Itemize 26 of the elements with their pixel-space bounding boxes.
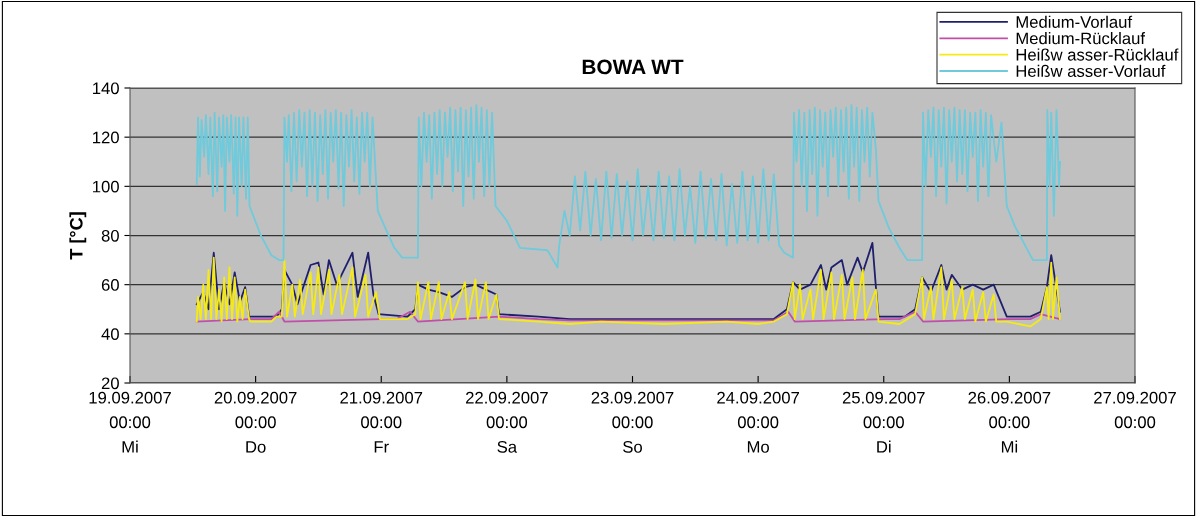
y-tick-label: 20 bbox=[101, 377, 119, 390]
chart-title: BOWA WT bbox=[582, 59, 684, 75]
x-tick-label: 25.09.2007 00:00 Di bbox=[842, 391, 925, 453]
legend-label: Heißw asser-Rücklauf bbox=[1016, 48, 1179, 61]
line-series bbox=[195, 256, 1061, 328]
y-tick-label: 60 bbox=[101, 279, 119, 291]
x-tick-label: 22.09.2007 00:00 Sa bbox=[466, 391, 548, 453]
x-tick-label: 23.09.2007 00:00 So bbox=[591, 391, 674, 453]
legend-label: Heißw asser-Vorlauf bbox=[1016, 64, 1166, 78]
y-tick-label: 100 bbox=[93, 180, 119, 193]
x-tick-label: 24.09.2007 00:00 Mo bbox=[717, 391, 799, 453]
x-tick-label: 19.09.2007 00:00 Mi bbox=[89, 391, 171, 453]
legend-label: Medium-Vorlauf bbox=[1016, 15, 1133, 28]
x-tick-label: 27.09.2007 00:00 bbox=[1094, 391, 1176, 429]
y-tick-label: 140 bbox=[93, 82, 119, 95]
y-tick-label: 80 bbox=[101, 229, 119, 242]
line-series bbox=[195, 310, 1061, 323]
y-tick-label: 40 bbox=[101, 328, 119, 341]
line-series bbox=[195, 104, 1061, 269]
line-series bbox=[195, 241, 1061, 320]
x-tick-label: 20.09.2007 00:00 Do bbox=[214, 391, 297, 453]
legend-label: Medium-Rücklauf bbox=[1016, 32, 1146, 45]
y-axis-title: T [°C] bbox=[69, 212, 87, 260]
x-tick-label: 26.09.2007 00:00 Mi bbox=[968, 391, 1051, 453]
y-tick-label: 120 bbox=[93, 131, 119, 144]
x-tick-label: 21.09.2007 00:00 Fr bbox=[340, 391, 423, 453]
